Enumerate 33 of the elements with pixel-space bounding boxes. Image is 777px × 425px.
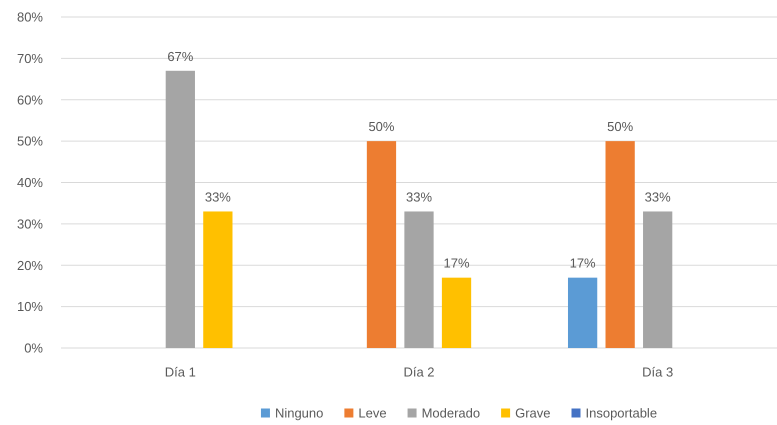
y-tick-label: 70%	[16, 50, 44, 66]
data-label: 50%	[607, 119, 634, 134]
y-tick-label: 0%	[24, 340, 44, 356]
y-tick-label: 80%	[16, 10, 44, 25]
y-tick-label: 20%	[16, 258, 44, 273]
data-label: 50%	[368, 119, 395, 134]
y-tick-label: 40%	[16, 175, 44, 190]
data-label: 33%	[406, 189, 432, 204]
bar	[606, 141, 635, 348]
legend-label: Insoportable	[586, 406, 658, 421]
bar	[643, 211, 672, 348]
bar	[442, 278, 472, 348]
y-tick-label: 60%	[16, 92, 44, 108]
legend-label: Leve	[358, 406, 387, 421]
y-tick-label: 10%	[16, 299, 44, 314]
data-label: 33%	[644, 189, 672, 204]
data-label: 67%	[167, 48, 194, 64]
legend-label: Ninguno	[274, 406, 324, 421]
data-label: 33%	[204, 189, 232, 204]
bar	[404, 211, 434, 348]
bar	[203, 211, 232, 348]
data-label: 17%	[570, 256, 596, 271]
x-tick-label: Día 2	[403, 364, 435, 380]
bar	[366, 141, 396, 348]
bar	[568, 278, 598, 348]
legend-label: Moderado	[422, 406, 480, 421]
bar	[166, 70, 195, 348]
data-label: 17%	[444, 256, 470, 271]
legend-label: Grave	[515, 406, 551, 421]
x-tick-label: Día 1	[164, 364, 196, 380]
y-tick-label: 50%	[16, 134, 44, 149]
y-tick-label: 30%	[16, 216, 44, 232]
x-tick-label: Día 3	[642, 364, 674, 380]
